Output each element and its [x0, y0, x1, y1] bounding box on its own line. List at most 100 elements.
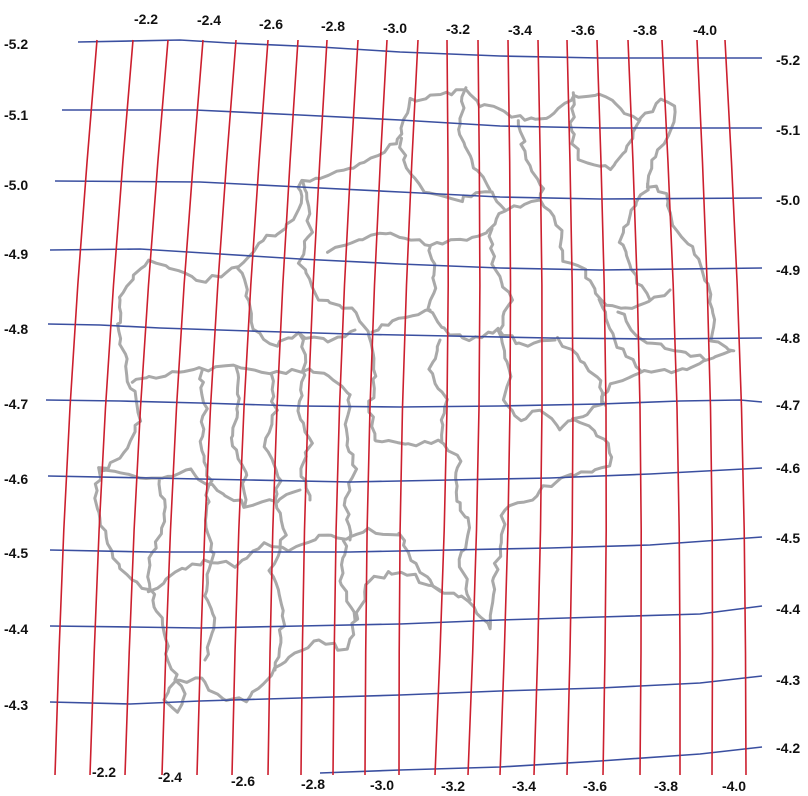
- district-boundary: [236, 267, 357, 348]
- latitude-label-right: -4.4: [776, 601, 800, 617]
- latitude-label-right: -4.8: [776, 330, 800, 346]
- latitude-label-right: -5.0: [776, 192, 800, 208]
- district-boundary: [146, 478, 167, 592]
- latitude-label-right: -4.2: [776, 740, 800, 756]
- longitude-label-bottom: -3.8: [654, 778, 678, 794]
- latitude-label-left: -4.6: [4, 471, 28, 487]
- grid-labels: -5.2 -5.1 -5.0 -4.9 -4.8 -4.7 -4.6 -4.5 -4.4 -4.3…: [4, 11, 800, 794]
- longitude-label-bottom: -3.2: [441, 778, 465, 794]
- longitude-line: [566, 39, 574, 776]
- longitude-line: [332, 39, 359, 776]
- longitude-label-top: -3.6: [571, 22, 595, 38]
- longitude-label-top: -4.0: [693, 22, 717, 38]
- longitude-label-top: -2.2: [134, 11, 158, 27]
- latitude-label-right: -4.7: [776, 397, 800, 413]
- district-boundary: [338, 539, 357, 622]
- longitude-line: [596, 39, 608, 776]
- longitude-label-bottom: -3.4: [512, 778, 536, 794]
- longitude-label-bottom: -4.0: [722, 778, 746, 794]
- longitude-line: [627, 39, 643, 776]
- district-boundary: [326, 198, 542, 254]
- longitude-line: [267, 39, 299, 776]
- district-boundary: [296, 332, 314, 502]
- longitude-label-top: -3.2: [446, 21, 470, 37]
- longitude-label-bottom: -2.8: [301, 776, 325, 792]
- district-boundary: [426, 244, 557, 348]
- longitude-line: [724, 39, 747, 776]
- longitude-label-bottom: -3.0: [370, 777, 394, 793]
- latitude-label-left: -5.0: [4, 177, 28, 193]
- longitude-line: [161, 39, 204, 776]
- district-boundary: [398, 136, 507, 212]
- longitude-line: [533, 39, 543, 776]
- longitude-line: [364, 39, 388, 776]
- longitude-line: [467, 39, 481, 776]
- longitude-label-top: -3.4: [508, 22, 532, 38]
- latitude-label-left: -4.4: [4, 621, 28, 637]
- latitude-label-left: -5.2: [4, 36, 28, 52]
- longitude-label-top: -2.6: [259, 16, 283, 32]
- latitude-line: [49, 675, 763, 705]
- latitude-label-left: -5.1: [4, 107, 28, 123]
- latitude-line: [319, 746, 763, 774]
- latitude-label-right: -4.3: [776, 672, 800, 688]
- latitude-label-right: -4.9: [776, 262, 800, 278]
- latitude-line: [47, 467, 763, 483]
- district-boundary: [146, 526, 402, 594]
- region-outline: [93, 88, 736, 714]
- district-boundary: [342, 393, 359, 542]
- longitude-line: [499, 39, 512, 776]
- district-boundary: [496, 328, 577, 432]
- district-boundary: [397, 531, 442, 592]
- longitude-line: [231, 39, 269, 776]
- longitude-line: [398, 39, 419, 776]
- longitude-label-top: -3.8: [633, 22, 657, 38]
- district-boundary: [99, 467, 302, 509]
- longitude-line: [124, 39, 169, 776]
- district-boundary: [538, 198, 672, 310]
- longitude-label-top: -2.8: [321, 18, 345, 34]
- district-boundary: [616, 310, 707, 362]
- district-boundary: [457, 86, 492, 192]
- district-boundary: [516, 119, 546, 202]
- longitude-label-bottom: -3.6: [583, 778, 607, 794]
- longitude-gridlines: [54, 39, 747, 776]
- longitude-label-bottom: -2.6: [231, 773, 255, 789]
- longitude-label-bottom: -2.2: [92, 764, 116, 780]
- latitude-label-left: -4.3: [4, 697, 28, 713]
- longitude-line: [196, 39, 237, 776]
- longitude-line: [54, 39, 98, 776]
- longitude-line: [661, 39, 681, 775]
- latitude-label-left: -4.9: [4, 246, 28, 262]
- district-boundary: [262, 373, 288, 672]
- latitude-line: [62, 109, 762, 129]
- latitude-line: [54, 180, 763, 200]
- latitude-label-right: -5.1: [776, 122, 800, 138]
- latitude-gridlines: [45, 39, 763, 774]
- district-boundary: [370, 308, 432, 334]
- latitude-label-right: -4.6: [776, 460, 800, 476]
- longitude-line: [434, 39, 450, 776]
- district-boundary: [374, 438, 472, 602]
- latitude-label-left: -4.5: [4, 545, 28, 561]
- district-boundary: [296, 180, 378, 442]
- latitude-line: [45, 399, 763, 408]
- longitude-label-bottom: -2.4: [158, 769, 182, 785]
- district-boundary: [568, 91, 642, 172]
- latitude-line: [47, 323, 763, 340]
- latitude-line: [49, 248, 763, 271]
- latitude-line: [77, 39, 762, 59]
- longitude-label-top: -3.0: [383, 20, 407, 36]
- longitude-line: [89, 39, 134, 776]
- latitude-label-right: -5.2: [776, 52, 800, 68]
- district-boundary: [556, 336, 607, 407]
- longitude-line: [300, 39, 328, 776]
- longitude-line: [696, 39, 714, 776]
- longitude-label-top: -2.4: [197, 12, 221, 28]
- district-boundary: [130, 363, 352, 397]
- district-boundary: [427, 338, 449, 444]
- latitude-label-right: -4.5: [776, 530, 800, 546]
- latitude-label-left: -4.7: [4, 396, 28, 412]
- latitude-label-left: -4.8: [4, 321, 28, 337]
